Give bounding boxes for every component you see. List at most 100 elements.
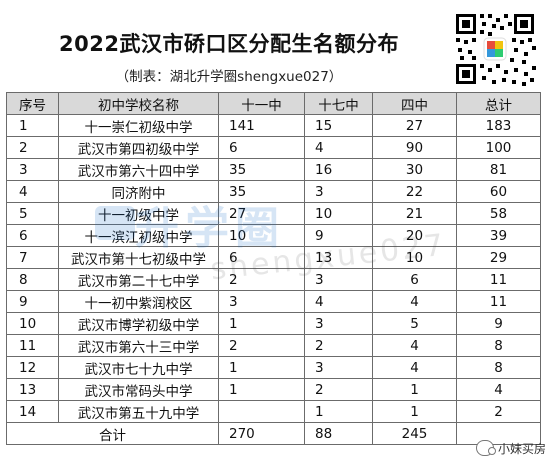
table-row: 8 武汉市第二十七中学 2 3 6 11 bbox=[6, 268, 541, 291]
row-total: 100 bbox=[456, 136, 541, 159]
row-no11: 2 bbox=[218, 268, 305, 291]
header-index: 序号 bbox=[6, 92, 59, 115]
row-index: 3 bbox=[6, 158, 59, 181]
row-no17: 4 bbox=[304, 290, 373, 313]
qr-code-graphic bbox=[452, 10, 538, 88]
row-no11 bbox=[218, 400, 305, 423]
row-school: 十一初级中学 bbox=[58, 202, 219, 225]
row-no11: 1 bbox=[218, 378, 305, 401]
table-row: 12 武汉市七十九中学 1 3 4 8 bbox=[6, 356, 541, 379]
row-no11: 2 bbox=[218, 334, 305, 357]
row-no17: 3 bbox=[304, 180, 373, 203]
row-index: 7 bbox=[6, 246, 59, 269]
table-row: 11 武汉市第六十三中学 2 2 4 8 bbox=[6, 334, 541, 357]
total-no4: 245 bbox=[372, 422, 457, 445]
table-row: 9 十一初中紫润校区 3 4 4 11 bbox=[6, 290, 541, 313]
row-no11: 6 bbox=[218, 246, 305, 269]
row-school: 十一滨江初级中学 bbox=[58, 224, 219, 247]
row-no17: 10 bbox=[304, 202, 373, 225]
row-index: 13 bbox=[6, 378, 59, 401]
qr-code-icon bbox=[452, 10, 538, 88]
row-no4: 4 bbox=[372, 290, 457, 313]
row-index: 5 bbox=[6, 202, 59, 225]
total-label: 合计 bbox=[6, 422, 219, 445]
row-total: 11 bbox=[456, 268, 541, 291]
page-subtitle: （制表：湖北升学圈shengxue027） bbox=[115, 69, 343, 85]
table-row: 14 武汉市第五十九中学 1 1 2 bbox=[6, 400, 541, 423]
row-index: 2 bbox=[6, 136, 59, 159]
row-total: 11 bbox=[456, 290, 541, 313]
table-row: 10 武汉市博学初级中学 1 3 5 9 bbox=[6, 312, 541, 335]
row-no4: 27 bbox=[372, 114, 457, 137]
row-no17: 2 bbox=[304, 334, 373, 357]
row-no4: 20 bbox=[372, 224, 457, 247]
row-index: 9 bbox=[6, 290, 59, 313]
table-header-row: 序号 初中学校名称 十一中 十七中 四中 总计 bbox=[6, 92, 541, 115]
row-index: 4 bbox=[6, 180, 59, 203]
row-no17: 16 bbox=[304, 158, 373, 181]
row-school: 同济附中 bbox=[58, 180, 219, 203]
row-no11: 6 bbox=[218, 136, 305, 159]
header-total: 总计 bbox=[456, 92, 541, 115]
row-index: 14 bbox=[6, 400, 59, 423]
account-badge-label: 小妹买房 bbox=[498, 441, 547, 456]
row-no11: 27 bbox=[218, 202, 305, 225]
row-no4: 10 bbox=[372, 246, 457, 269]
row-no4: 21 bbox=[372, 202, 457, 225]
row-no4: 1 bbox=[372, 378, 457, 401]
total-sum bbox=[456, 422, 541, 445]
total-no11: 270 bbox=[218, 422, 305, 445]
allocation-table: 序号 初中学校名称 十一中 十七中 四中 总计 1 十一崇仁初级中学 141 1… bbox=[6, 92, 541, 445]
row-no4: 5 bbox=[372, 312, 457, 335]
row-no17: 9 bbox=[304, 224, 373, 247]
row-school: 武汉市第四初级中学 bbox=[58, 136, 219, 159]
row-no4: 4 bbox=[372, 334, 457, 357]
page-title: 2022武汉市硚口区分配生名额分布 bbox=[59, 32, 399, 56]
row-total: 4 bbox=[456, 378, 541, 401]
row-no17: 3 bbox=[304, 268, 373, 291]
header-no4: 四中 bbox=[372, 92, 457, 115]
row-no17: 3 bbox=[304, 312, 373, 335]
row-school: 武汉市第五十九中学 bbox=[58, 400, 219, 423]
wechat-icon bbox=[476, 440, 496, 456]
table-row: 3 武汉市第六十四中学 35 16 30 81 bbox=[6, 158, 541, 181]
total-no17: 88 bbox=[304, 422, 373, 445]
table-row: 4 同济附中 35 3 22 60 bbox=[6, 180, 541, 203]
row-total: 183 bbox=[456, 114, 541, 137]
row-no4: 1 bbox=[372, 400, 457, 423]
row-index: 6 bbox=[6, 224, 59, 247]
row-no17: 3 bbox=[304, 356, 373, 379]
row-school: 武汉市常码头中学 bbox=[58, 378, 219, 401]
row-no17: 15 bbox=[304, 114, 373, 137]
row-school: 武汉市第六十四中学 bbox=[58, 158, 219, 181]
row-no11: 35 bbox=[218, 180, 305, 203]
title-block: 2022武汉市硚口区分配生名额分布 （制表：湖北升学圈shengxue027） bbox=[6, 6, 452, 90]
table-row: 5 十一初级中学 27 10 21 58 bbox=[6, 202, 541, 225]
row-no17: 13 bbox=[304, 246, 373, 269]
row-school: 武汉市第六十三中学 bbox=[58, 334, 219, 357]
row-total: 60 bbox=[456, 180, 541, 203]
row-no11: 141 bbox=[218, 114, 305, 137]
row-index: 1 bbox=[6, 114, 59, 137]
row-total: 39 bbox=[456, 224, 541, 247]
row-school: 武汉市博学初级中学 bbox=[58, 312, 219, 335]
account-badge: 小妹买房 bbox=[476, 438, 546, 458]
row-no11: 35 bbox=[218, 158, 305, 181]
total-row: 合计 270 88 245 bbox=[6, 422, 541, 445]
row-no4: 6 bbox=[372, 268, 457, 291]
row-no11: 1 bbox=[218, 356, 305, 379]
row-total: 8 bbox=[456, 334, 541, 357]
table-row: 6 十一滨江初级中学 10 9 20 39 bbox=[6, 224, 541, 247]
row-school: 十一初中紫润校区 bbox=[58, 290, 219, 313]
row-total: 8 bbox=[456, 356, 541, 379]
row-no11: 10 bbox=[218, 224, 305, 247]
table-row: 7 武汉市第十七初级中学 6 13 10 29 bbox=[6, 246, 541, 269]
row-school: 武汉市七十九中学 bbox=[58, 356, 219, 379]
header-school: 初中学校名称 bbox=[58, 92, 219, 115]
header-no11: 十一中 bbox=[218, 92, 305, 115]
row-no11: 1 bbox=[218, 312, 305, 335]
row-school: 武汉市第十七初级中学 bbox=[58, 246, 219, 269]
row-no17: 2 bbox=[304, 378, 373, 401]
row-no4: 4 bbox=[372, 356, 457, 379]
